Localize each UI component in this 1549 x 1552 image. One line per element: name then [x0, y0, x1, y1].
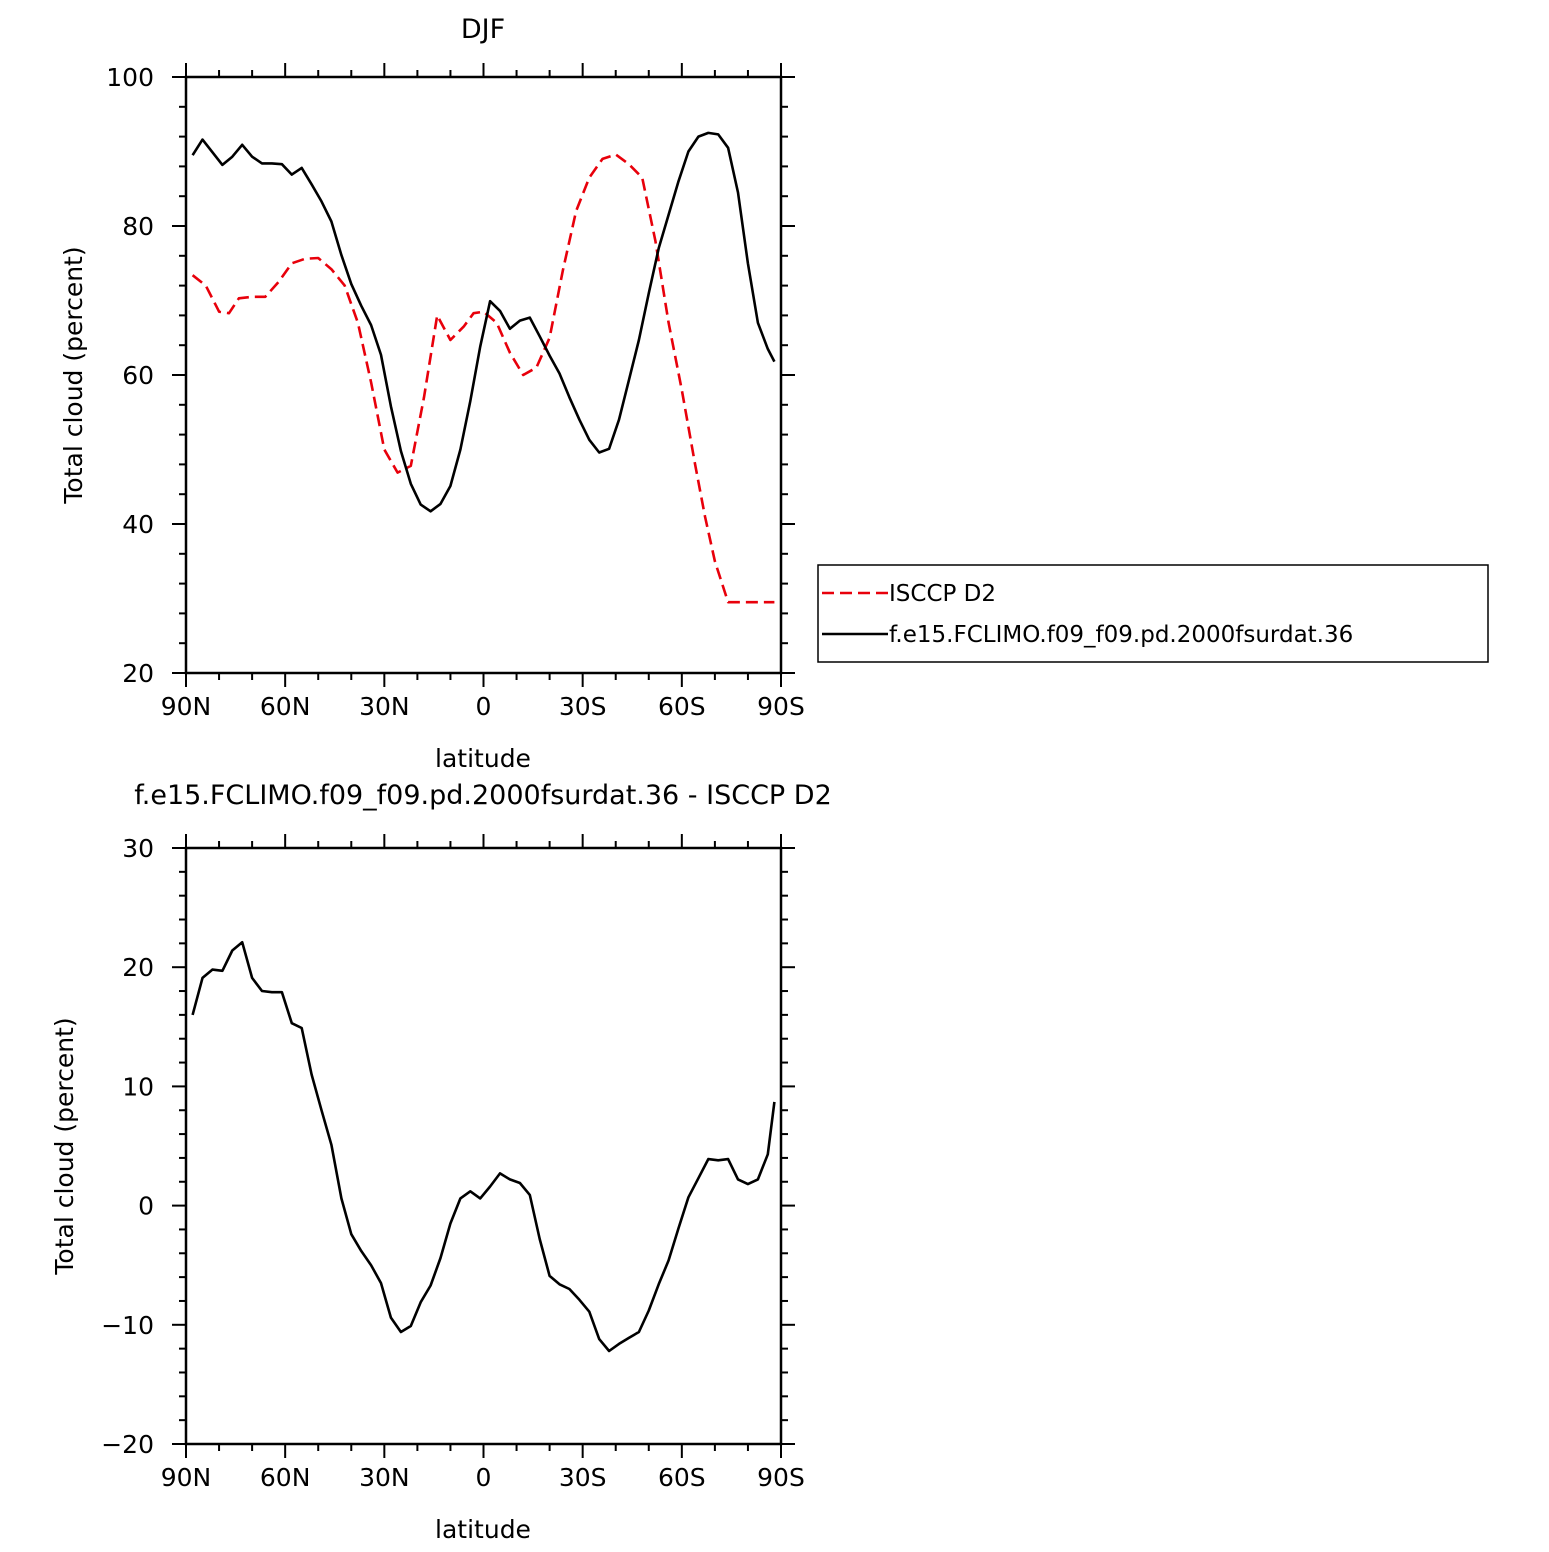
bottom-x-tick-label: 60N [260, 1463, 311, 1492]
top-y-tick-label: 60 [122, 361, 154, 390]
bottom-y-tick-label: −20 [101, 1430, 154, 1459]
bottom-x-tick-label: 90N [161, 1463, 212, 1492]
top-x-tick-label: 90S [757, 692, 805, 721]
bottom-y-tick-label: 0 [138, 1192, 154, 1221]
bottom-x-tick-label: 30S [559, 1463, 607, 1492]
top-y-tick-label: 20 [122, 659, 154, 688]
bottom-chart-frame [184, 846, 783, 1446]
top-chart-ylabel: Total cloud (percent) [59, 246, 88, 504]
legend-label-isccp: ISCCP D2 [889, 581, 996, 607]
top-x-tick-label: 0 [476, 692, 492, 721]
bottom-chart-xlabel: latitude [435, 1515, 531, 1544]
top-y-tick-label: 80 [122, 212, 154, 241]
bottom-series-line-0 [191, 940, 776, 1353]
top-chart-panel: DJF 90N 60N 30N 0 30S 60S 90S 20 40 60 80 100 latit… [59, 14, 1489, 773]
bottom-chart-ylabel: Total cloud (percent) [50, 1017, 79, 1275]
legend-box [817, 564, 1489, 663]
top-x-tick-label: 30N [359, 692, 410, 721]
bottom-y-tick-label: 10 [122, 1072, 154, 1101]
bottom-chart-title: f.e15.FCLIMO.f09_f09.pd.2000fsurdat.36 -… [134, 780, 832, 811]
legend: ISCCP D2 f.e15.FCLIMO.f09_f09.pd.2000fsu… [817, 564, 1489, 663]
bottom-y-tick-label: −10 [101, 1311, 154, 1340]
top-x-tick-label: 60S [658, 692, 706, 721]
bottom-x-tick-label: 0 [476, 1463, 492, 1492]
bottom-x-tick-label: 90S [757, 1463, 805, 1492]
top-y-tick-label: 100 [106, 63, 154, 92]
top-x-tick-label: 30S [559, 692, 607, 721]
legend-label-model: f.e15.FCLIMO.f09_f09.pd.2000fsurdat.36 [889, 622, 1353, 648]
top-chart-title: DJF [461, 14, 505, 45]
bottom-x-tick-label: 30N [359, 1463, 410, 1492]
top-series-line-0 [191, 153, 775, 604]
top-y-tick-label: 40 [122, 510, 154, 539]
top-chart-frame [184, 75, 783, 675]
top-x-tick-label: 60N [260, 692, 311, 721]
top-x-tick-label: 90N [161, 692, 212, 721]
top-series-line-1 [191, 131, 776, 513]
bottom-y-tick-label: 20 [122, 953, 154, 982]
bottom-chart-panel: f.e15.FCLIMO.f09_f09.pd.2000fsurdat.36 -… [50, 780, 832, 1544]
top-chart-xlabel: latitude [435, 744, 531, 773]
bottom-y-tick-label: 30 [122, 834, 154, 863]
bottom-x-tick-label: 60S [658, 1463, 706, 1492]
